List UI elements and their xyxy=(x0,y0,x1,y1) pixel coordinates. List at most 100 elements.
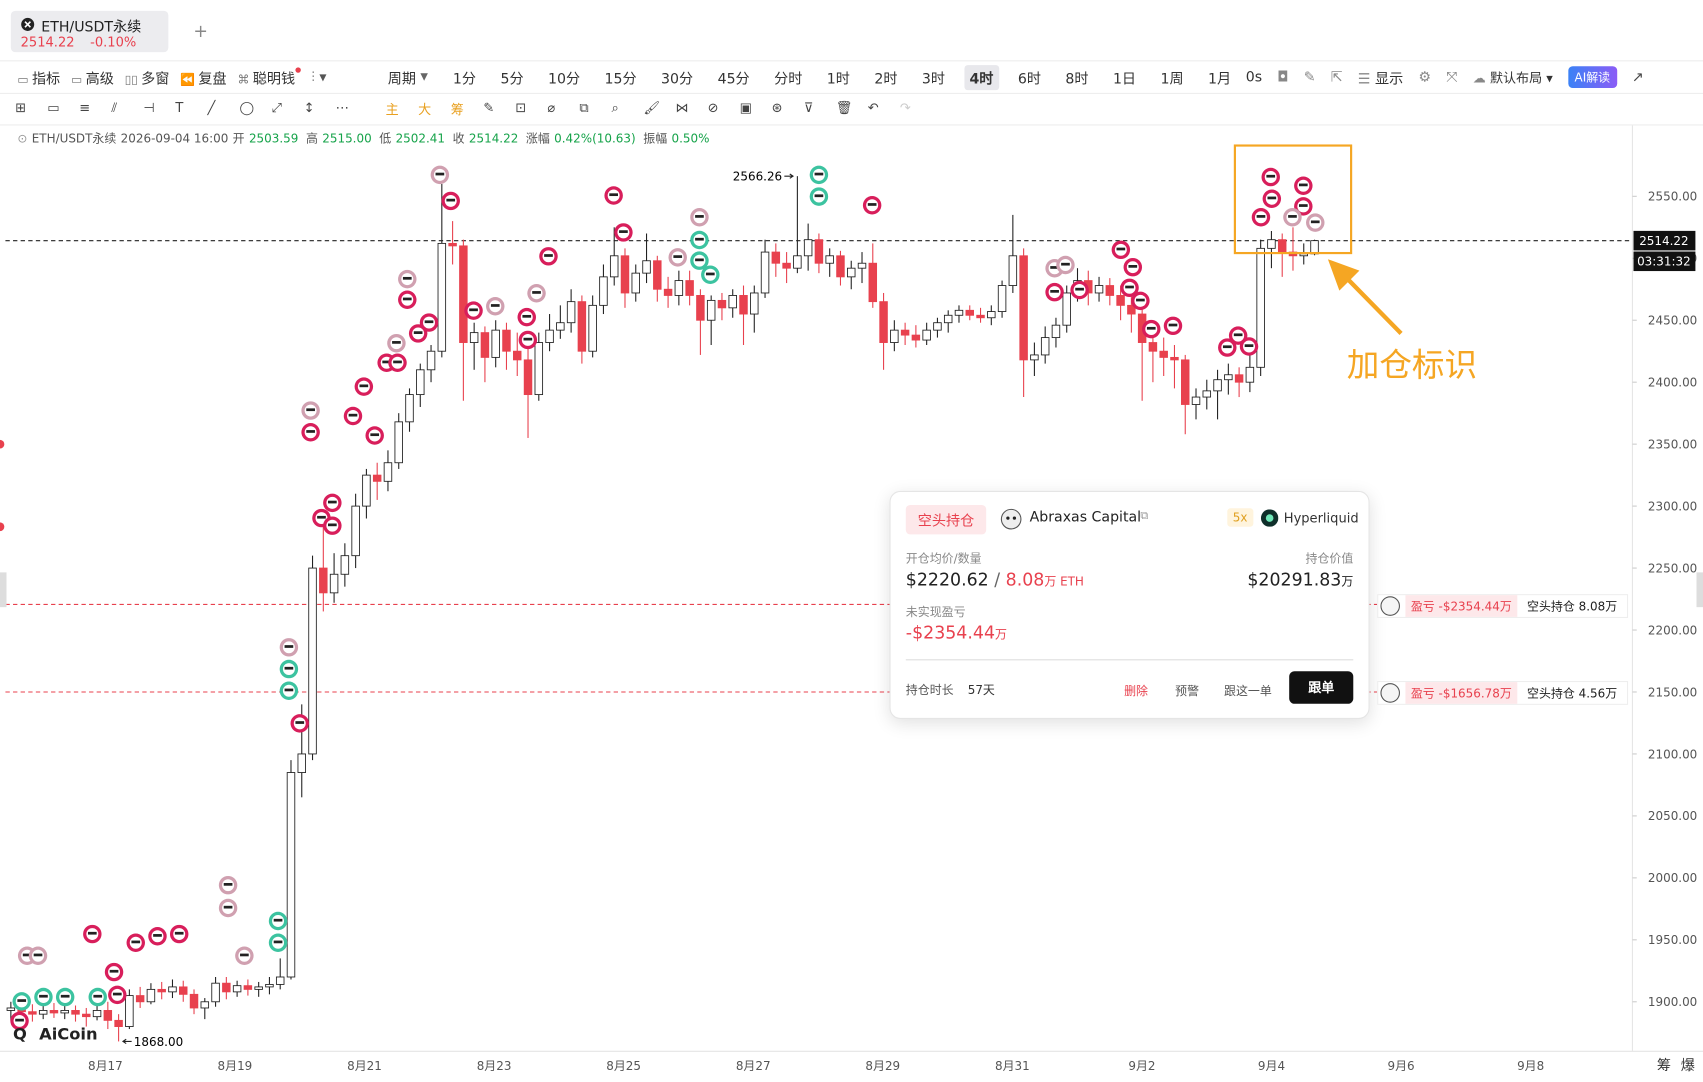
interval[interactable]: 10分 xyxy=(548,71,581,88)
draw-tool[interactable]: ⊽ xyxy=(803,99,814,116)
trader-avatar-marker[interactable] xyxy=(398,269,417,289)
add-tab[interactable]: + xyxy=(193,20,208,42)
interval[interactable]: 1分 xyxy=(452,71,477,88)
draw-tool[interactable]: ↶ xyxy=(867,99,879,116)
trader-avatar-marker[interactable] xyxy=(88,987,107,1007)
interval[interactable]: 2时 xyxy=(874,71,898,88)
trader-avatar-marker[interactable] xyxy=(301,401,320,420)
draw-tool[interactable]: ↕ xyxy=(303,99,315,116)
trader-avatar-marker[interactable] xyxy=(1306,213,1325,232)
draw-tool[interactable]: ⋯ xyxy=(335,99,349,116)
trader-avatar-marker[interactable] xyxy=(83,924,102,944)
trader-avatar-marker[interactable] xyxy=(1070,280,1089,300)
interval[interactable]: 分时 xyxy=(774,71,803,88)
toolbar-item[interactable]: ⌘ 聪明钱 xyxy=(238,66,301,87)
toolbar-item[interactable]: ▭ 指标 xyxy=(17,67,60,87)
collapse-handle[interactable] xyxy=(1696,572,1703,608)
alert-button[interactable]: 预警 xyxy=(1175,684,1200,699)
interval[interactable]: 1周 xyxy=(1160,71,1184,88)
settings-icon[interactable]: ⚙ xyxy=(1418,68,1432,86)
toolbar-item[interactable]: ▯▯ 多窗 xyxy=(125,67,170,87)
trader-avatar-marker[interactable] xyxy=(539,247,558,266)
trader-avatar-marker[interactable] xyxy=(268,933,288,952)
draw-tool[interactable]: ◯ xyxy=(239,99,255,116)
interval[interactable]: 1日 xyxy=(1112,71,1137,88)
draw-tool[interactable]: ⊡ xyxy=(515,99,527,116)
trader-avatar-marker[interactable] xyxy=(430,165,450,185)
draw-tool[interactable]: ⊞ xyxy=(15,99,27,116)
trader-avatar-marker[interactable] xyxy=(1056,255,1075,275)
trader-avatar-marker[interactable] xyxy=(387,333,406,353)
draw-tool[interactable]: ⋈ xyxy=(675,99,689,116)
interval[interactable]: 30分 xyxy=(661,71,694,88)
side-tab[interactable]: 爆 xyxy=(1681,1058,1695,1074)
trader-avatar-marker[interactable] xyxy=(218,875,238,895)
trader-avatar-marker[interactable] xyxy=(862,196,882,215)
draw-tool[interactable]: ╱ xyxy=(207,99,216,116)
draw-tool[interactable]: ▭ xyxy=(47,99,60,116)
trader-avatar-marker[interactable] xyxy=(518,330,538,350)
interval[interactable]: 1时 xyxy=(826,71,850,88)
follow-once-button[interactable]: 跟这一单 xyxy=(1224,684,1272,699)
share-icon[interactable]: ⇱ xyxy=(1330,68,1343,86)
trader-avatar-marker[interactable] xyxy=(614,223,633,242)
trader-avatar-marker[interactable] xyxy=(279,659,299,679)
trader-avatar-marker[interactable] xyxy=(365,426,384,445)
symbol-tab[interactable]: ETH/USDT永续 2514.22 -0.10% xyxy=(10,10,169,53)
trader-avatar-marker[interactable] xyxy=(1262,189,1282,208)
trader-avatar-marker[interactable] xyxy=(1218,338,1237,357)
draw-tool[interactable]: ⌀ xyxy=(547,99,556,116)
trader-avatar-marker[interactable] xyxy=(1120,278,1139,298)
interval[interactable]: 15分 xyxy=(604,71,637,88)
expand-icon[interactable]: ⤧ xyxy=(1446,68,1458,86)
trader-avatar-marker[interactable] xyxy=(126,933,145,952)
indicator-tool[interactable]: 主 xyxy=(385,102,399,118)
trend-icon[interactable]: ↗ xyxy=(1631,68,1644,86)
trader-avatar-marker[interactable] xyxy=(218,898,238,918)
draw-tool[interactable]: ⌕ xyxy=(611,99,619,116)
trader-avatar-marker[interactable] xyxy=(268,911,288,931)
trader-avatar-marker[interactable] xyxy=(388,353,407,372)
chart-type-icon[interactable]: ⫶ ▾ xyxy=(311,68,327,86)
draw-tool[interactable]: ✎ xyxy=(483,99,495,116)
draw-tool[interactable]: ≡ xyxy=(79,99,91,116)
trader-avatar-marker[interactable] xyxy=(323,516,342,535)
trader-avatar-marker[interactable] xyxy=(1239,337,1259,356)
trader-avatar-marker[interactable] xyxy=(12,992,31,1011)
delete-button[interactable]: 删除 xyxy=(1124,684,1149,699)
indicator-tool[interactable]: 筹 xyxy=(450,102,464,118)
position-label[interactable]: 盈亏 -$1656.78万 空头持仓 4.56万 xyxy=(1377,681,1629,706)
draw-tool[interactable]: ⫽ xyxy=(111,99,118,116)
trader-avatar-marker[interactable] xyxy=(1163,316,1183,336)
trader-avatar-marker[interactable] xyxy=(809,187,829,206)
draw-tool[interactable]: ▣ xyxy=(739,99,752,116)
trader-avatar-marker[interactable] xyxy=(604,186,623,205)
interval[interactable]: 1月 xyxy=(1208,71,1232,88)
trader-avatar-marker[interactable] xyxy=(1045,282,1064,302)
copy-icon[interactable]: ⧉ xyxy=(1140,510,1149,523)
trader-avatar-marker[interactable] xyxy=(441,191,460,211)
trader-avatar-marker[interactable] xyxy=(301,423,320,442)
trader-avatar-marker[interactable] xyxy=(690,230,709,250)
draw-tool[interactable]: T xyxy=(175,99,184,116)
side-tab[interactable]: 筹 xyxy=(1657,1057,1671,1074)
interval[interactable]: 4时 xyxy=(964,64,999,90)
trader-avatar-marker[interactable] xyxy=(1123,257,1143,277)
trader-avatar-marker[interactable] xyxy=(323,493,342,513)
trader-avatar-marker[interactable] xyxy=(1261,167,1280,187)
interval[interactable]: 45分 xyxy=(717,71,750,88)
draw-tool[interactable]: ⊛ xyxy=(771,99,783,116)
trader-avatar-marker[interactable] xyxy=(169,924,189,944)
draw-tool[interactable]: ⊘ xyxy=(707,99,719,116)
indicator-tool[interactable]: 大 xyxy=(418,102,432,118)
trader-avatar-marker[interactable] xyxy=(527,284,546,303)
trader-avatar-marker[interactable] xyxy=(690,207,709,227)
trader-avatar-marker[interactable] xyxy=(28,946,48,965)
trader-avatar-marker[interactable] xyxy=(517,307,536,327)
draw-tool[interactable]: ↷ xyxy=(899,99,911,116)
trader-avatar-marker[interactable] xyxy=(486,297,505,316)
interval[interactable]: 8时 xyxy=(1065,71,1089,88)
trader-avatar-marker[interactable] xyxy=(148,926,167,946)
position-label[interactable]: 盈亏 -$2354.44万 空头持仓 8.08万 xyxy=(1377,593,1629,618)
trader-avatar-marker[interactable] xyxy=(104,962,124,982)
